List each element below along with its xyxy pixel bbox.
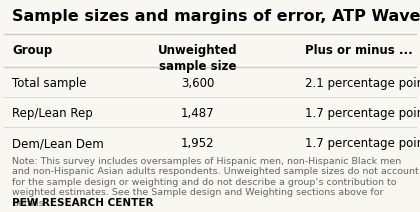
Text: Note: This survey includes oversamples of Hispanic men, non-Hispanic Black men a: Note: This survey includes oversamples o… (13, 157, 419, 208)
Text: Unweighted
sample size: Unweighted sample size (158, 44, 237, 73)
Text: 1,487: 1,487 (181, 107, 215, 120)
Text: Dem/Lean Dem: Dem/Lean Dem (13, 137, 104, 150)
Text: Group: Group (13, 44, 52, 57)
Text: Plus or minus ...: Plus or minus ... (304, 44, 412, 57)
Text: Total sample: Total sample (13, 77, 87, 90)
Text: 3,600: 3,600 (181, 77, 214, 90)
Text: 1.7 percentage points: 1.7 percentage points (304, 107, 420, 120)
Text: Rep/Lean Rep: Rep/Lean Rep (13, 107, 93, 120)
Text: Sample sizes and margins of error, ATP Wave 145: Sample sizes and margins of error, ATP W… (13, 9, 420, 24)
Text: 1.7 percentage points: 1.7 percentage points (304, 137, 420, 150)
Text: PEW RESEARCH CENTER: PEW RESEARCH CENTER (13, 198, 154, 208)
Text: 2.1 percentage points: 2.1 percentage points (304, 77, 420, 90)
Text: 1,952: 1,952 (181, 137, 215, 150)
